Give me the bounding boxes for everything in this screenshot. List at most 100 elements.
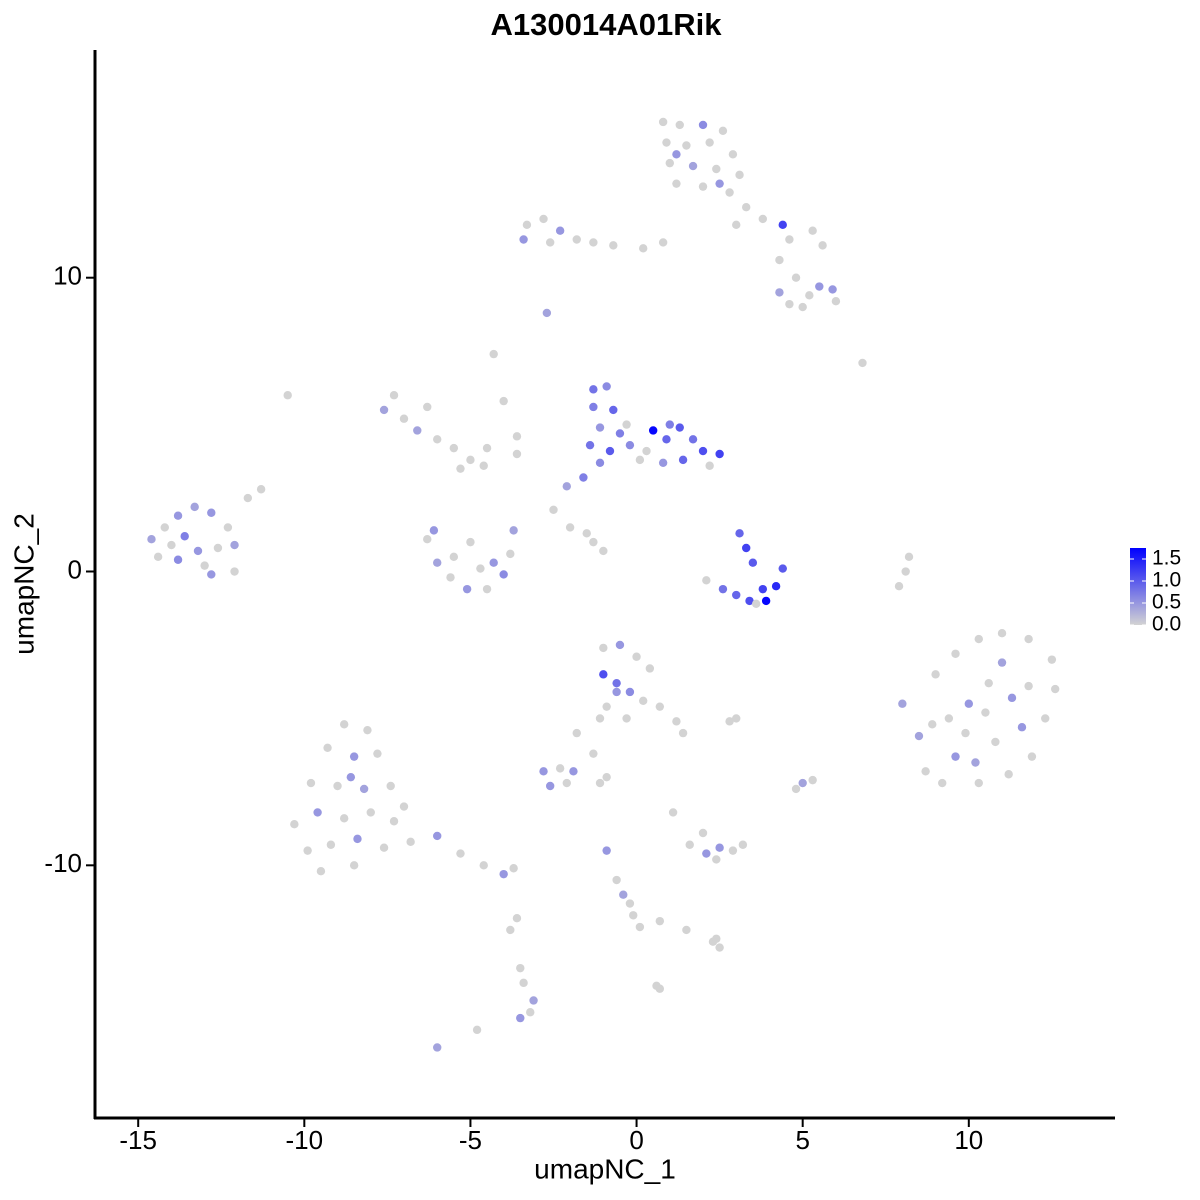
cell-point [642,446,651,456]
cell-point [615,640,625,650]
cell-point [512,432,522,441]
cell-point [433,1043,442,1052]
cell-point [1041,714,1050,723]
cell-point [1017,723,1027,732]
cell-point [785,235,794,244]
x-tick-label: 0 [629,1125,643,1155]
cell-point [798,302,807,312]
cell-point [629,911,638,920]
chart-title: A130014A01Rik [491,7,723,42]
cell-point [675,423,684,432]
cell-point [898,699,907,708]
cell-point [625,899,635,908]
y-axis-title: umapNC_2 [8,513,39,655]
cell-point [595,458,605,468]
cell-point [462,584,472,594]
cell-point [433,435,442,444]
cell-point [785,299,794,309]
cell-point [160,523,169,532]
cell-point [705,461,714,470]
cell-point [698,446,708,456]
cell-point [961,728,970,738]
cell-point [290,819,299,829]
cell-point [423,402,432,412]
cell-point [379,405,389,415]
cell-point [213,543,223,553]
cell-point [516,963,525,973]
cell-point [1024,681,1033,691]
legend-label: 1.5 [1152,547,1181,570]
cell-point [938,778,947,788]
x-tick-label: -10 [286,1125,324,1155]
cell-point [526,1008,535,1017]
cell-point [612,687,621,697]
cell-point [735,529,744,538]
cell-point [167,540,176,550]
cell-point [339,720,349,729]
cell-point [831,297,841,306]
cell-point [931,670,940,679]
x-tick-label: -5 [459,1125,482,1155]
cell-point [791,784,801,794]
cell-point [565,523,575,532]
cell-point [815,282,824,291]
cell-point [326,840,336,849]
cell-point [612,678,621,688]
cell-point [672,150,681,159]
x-tick-label: 5 [795,1125,809,1155]
cell-point [349,861,359,870]
cell-point [373,749,382,758]
cell-point [512,449,522,459]
cell-point [639,696,648,705]
cell-point [712,855,721,864]
cell-point [732,714,741,723]
cell-point [180,532,189,541]
cell-point [482,584,492,594]
cell-point [791,273,801,282]
cell-point [974,634,983,644]
cell-point [200,561,209,570]
cell-point [758,214,768,224]
cell-point [207,570,216,579]
cell-point [732,590,741,600]
cell-point [984,678,993,688]
y-tick-label: -10 [44,848,82,878]
cell-point [672,179,681,188]
cell-point [353,834,362,844]
cell-point [449,552,459,562]
cell-point [712,934,721,943]
cell-point [732,220,741,230]
cell-point [662,435,671,444]
cell-point [675,120,684,130]
cell-point [572,235,581,244]
cell-point [648,426,658,435]
cell-point [974,778,983,788]
cell-point [639,244,648,253]
cell-point [718,584,728,594]
cell-point [672,717,681,726]
cell-point [479,861,488,870]
cell-point [625,687,635,697]
cell-point [658,458,668,468]
cell-point [997,629,1007,638]
cell-point [658,117,668,127]
cell-point [346,772,356,782]
cell-point [1024,634,1033,644]
cell-point [589,385,598,394]
cell-point [147,534,156,544]
cell-point [509,864,518,873]
cell-point [1047,655,1057,664]
cell-point [738,840,748,849]
cell-point [678,728,688,738]
cell-point [555,764,565,773]
cell-point [688,435,698,444]
cell-point [742,543,751,553]
x-tick-label: 10 [954,1125,983,1155]
cell-point [243,493,253,503]
cell-point [283,391,292,400]
cell-point [981,708,990,717]
cell-point [702,849,711,858]
cell-point [725,717,734,726]
cell-point [698,828,708,838]
